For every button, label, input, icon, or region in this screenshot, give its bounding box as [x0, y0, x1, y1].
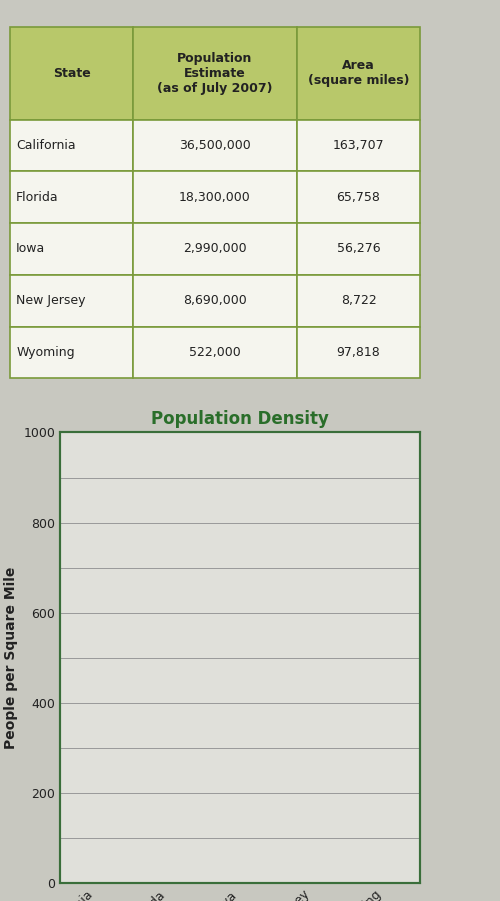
Title: Population Density: Population Density: [151, 410, 329, 428]
Bar: [60, 432, 420, 883]
Y-axis label: People per Square Mile: People per Square Mile: [4, 567, 18, 749]
